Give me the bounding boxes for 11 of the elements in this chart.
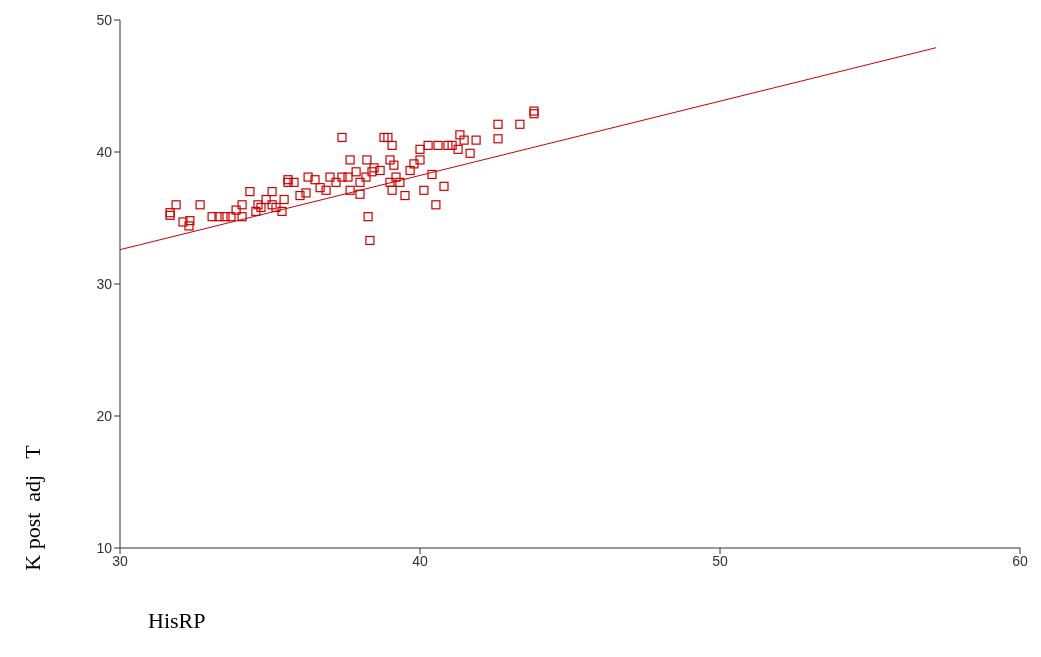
y-tick-label: 20 [96, 407, 113, 424]
y-tick-label: 50 [96, 11, 113, 28]
x-tick-label: 50 [712, 552, 728, 569]
y-tick-label: 30 [96, 275, 113, 292]
x-axis-title: HisRP [148, 608, 206, 634]
y-tick-label: 40 [96, 143, 113, 160]
x-tick-label: 30 [112, 552, 128, 569]
y-tick-label: 10 [96, 539, 113, 556]
x-tick-label: 60 [1012, 552, 1028, 569]
y-axis-title: K post adj T [20, 445, 46, 571]
x-tick-label: 40 [412, 552, 428, 569]
